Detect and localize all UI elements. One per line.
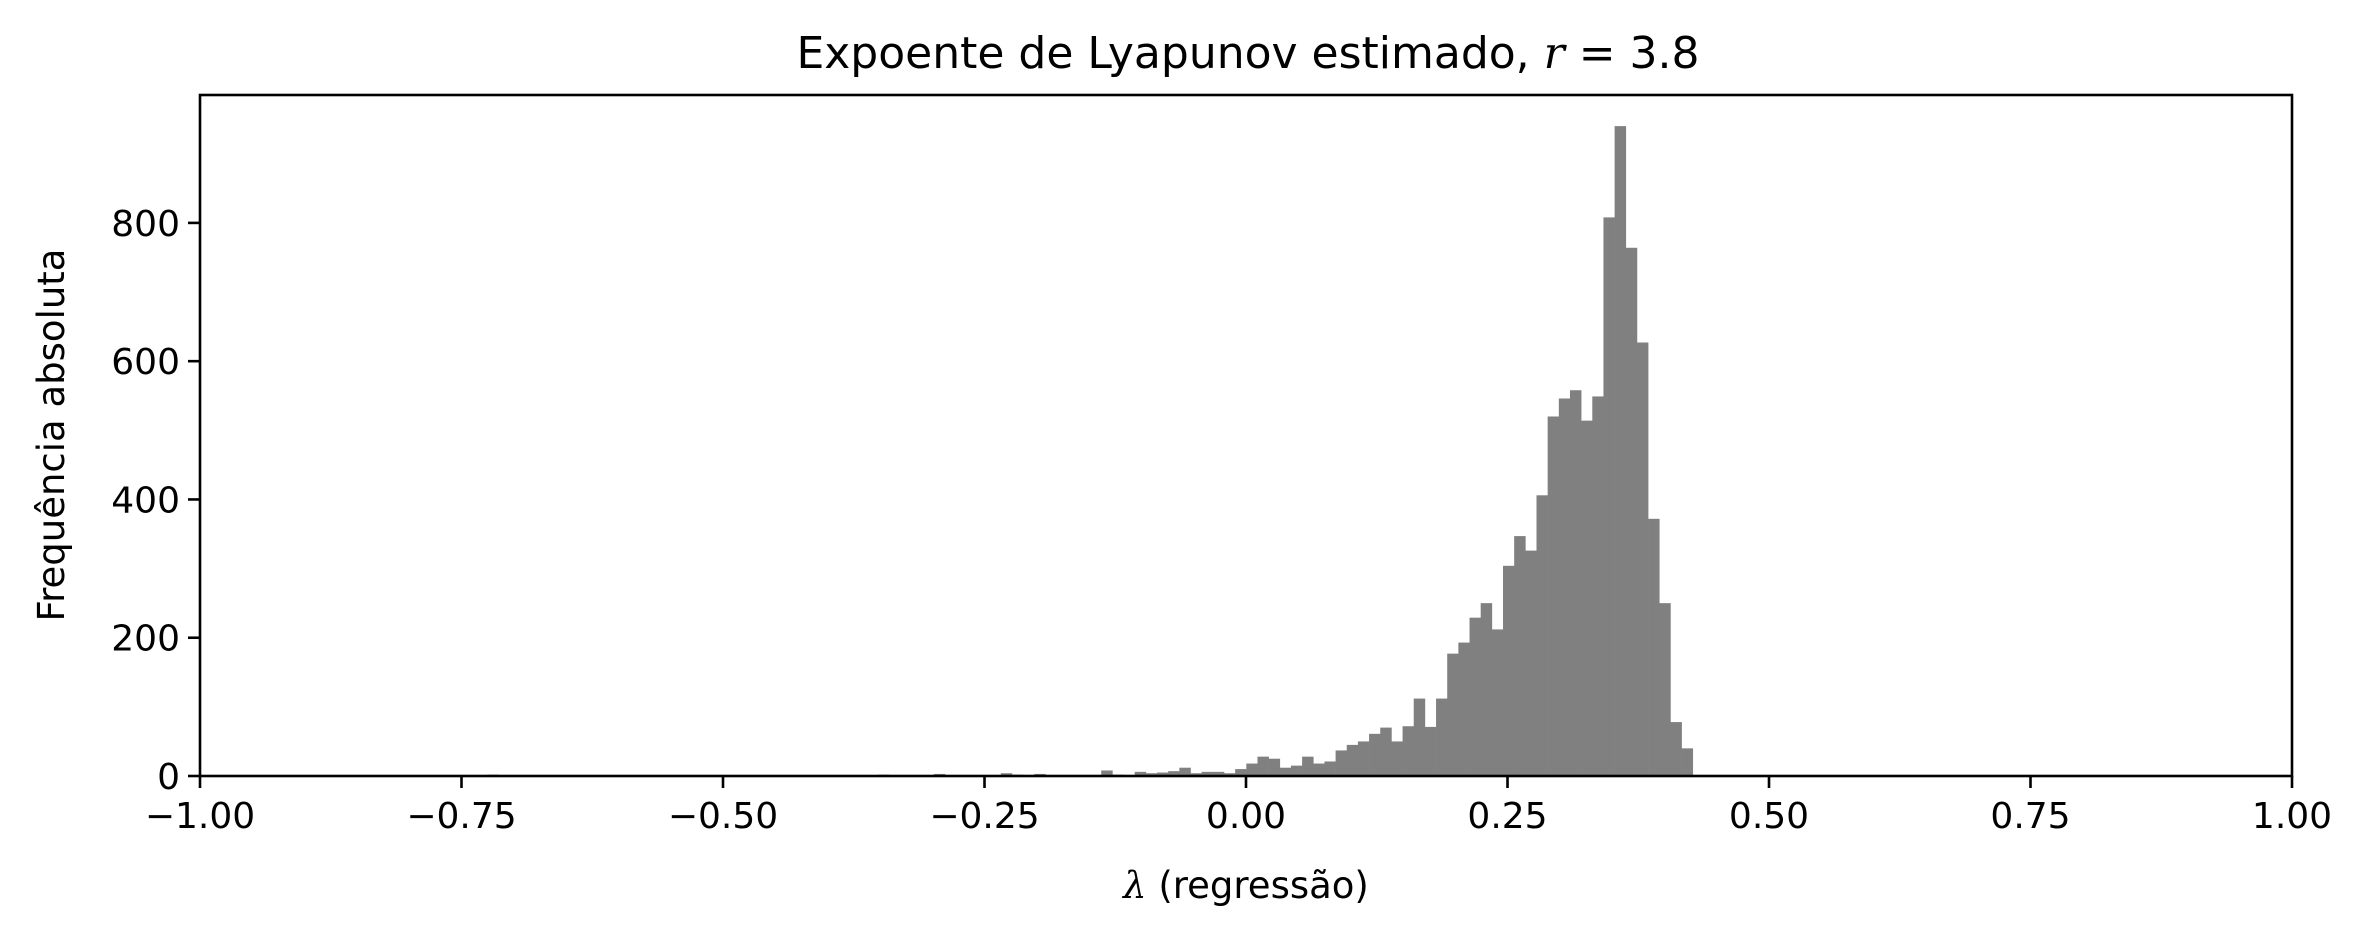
histogram-bar (1592, 396, 1604, 776)
y-tick-label: 0 (157, 757, 180, 798)
x-tick-label: 1.00 (2252, 796, 2332, 837)
histogram-bar (1134, 771, 1147, 776)
histogram-bar (1670, 722, 1682, 776)
x-axis-ticks: −1.00 −0.75 −0.50 −0.25 0.00 0.25 0.50 0.75 1.00 (145, 776, 2332, 837)
y-axis-label: Frequência absoluta (30, 249, 73, 622)
histogram-bar (1212, 771, 1225, 776)
histogram-bar (1525, 550, 1537, 776)
histogram-bar (1145, 773, 1158, 776)
histogram-bar (1447, 653, 1459, 776)
plot-frame (198, 93, 2294, 778)
histogram-bar (1480, 603, 1493, 776)
histogram-bar (1547, 416, 1560, 776)
histogram-bar (1424, 726, 1437, 776)
histogram-bar (1157, 772, 1169, 776)
histogram-bar (1335, 750, 1348, 776)
histogram-bar (1436, 698, 1448, 776)
histogram-bar (1603, 217, 1615, 777)
x-tick-label: −0.50 (668, 796, 778, 837)
histogram-bar (1369, 733, 1381, 776)
histogram-bar (1503, 565, 1515, 776)
histogram-bar (1536, 495, 1548, 776)
histogram-bar (1569, 390, 1582, 776)
x-tick-label: 0.75 (1990, 796, 2070, 837)
x-axis-label: λ (regressão) (1121, 864, 1369, 907)
histogram-bar (1380, 727, 1392, 776)
histogram-bar (1648, 518, 1660, 776)
histogram-bar (1614, 126, 1627, 776)
histogram-bars (465, 126, 1694, 777)
histogram-bar (1201, 771, 1214, 776)
histogram-bar (1324, 761, 1336, 776)
chart-title: Expoente de Lyapunov estimado, r = 3.8 (796, 28, 1699, 79)
histogram-bar (1625, 247, 1638, 776)
histogram-bar (1235, 769, 1247, 776)
histogram-bar (1268, 758, 1281, 776)
histogram-bar (1223, 773, 1236, 776)
x-tick-label: 0.25 (1467, 796, 1547, 837)
histogram-bar (1681, 748, 1694, 776)
histogram-bar (1391, 741, 1403, 776)
histogram-bar (1257, 756, 1269, 776)
histogram-bar (1101, 770, 1113, 776)
histogram-bar (1357, 741, 1370, 776)
x-tick-label: 0.00 (1206, 796, 1286, 837)
y-tick-label: 600 (111, 342, 180, 383)
histogram-bar (1458, 642, 1470, 776)
histogram-bar (1000, 773, 1013, 776)
histogram-bar (1514, 536, 1526, 776)
x-tick-label: 0.50 (1729, 796, 1809, 837)
histogram-bar (1190, 773, 1202, 776)
histogram-bar (1346, 744, 1359, 776)
y-tick-label: 200 (111, 619, 180, 660)
histogram-bar (1659, 603, 1671, 776)
y-tick-label: 800 (111, 204, 180, 245)
y-tick-label: 400 (111, 480, 180, 521)
histogram-bar (1290, 765, 1303, 776)
histogram-bar (1636, 342, 1649, 776)
histogram-bar (1469, 617, 1481, 776)
histogram-bar (1413, 698, 1426, 776)
histogram-bar (1491, 629, 1504, 776)
histogram-bar (1279, 767, 1292, 776)
histogram-bar (1313, 763, 1325, 776)
x-tick-label: −0.25 (929, 796, 1039, 837)
y-axis-ticks: 0 200 400 600 800 (111, 204, 200, 798)
x-tick-label: −0.75 (406, 796, 516, 837)
x-tick-label: −1.00 (145, 796, 255, 837)
histogram-bar (1246, 763, 1258, 776)
histogram-bar (1168, 771, 1180, 776)
histogram-bar (1179, 767, 1191, 776)
histogram-bar (1402, 726, 1415, 776)
histogram-bar (1558, 398, 1571, 776)
histogram-bar (1302, 756, 1314, 776)
histogram-bar (1581, 420, 1593, 776)
